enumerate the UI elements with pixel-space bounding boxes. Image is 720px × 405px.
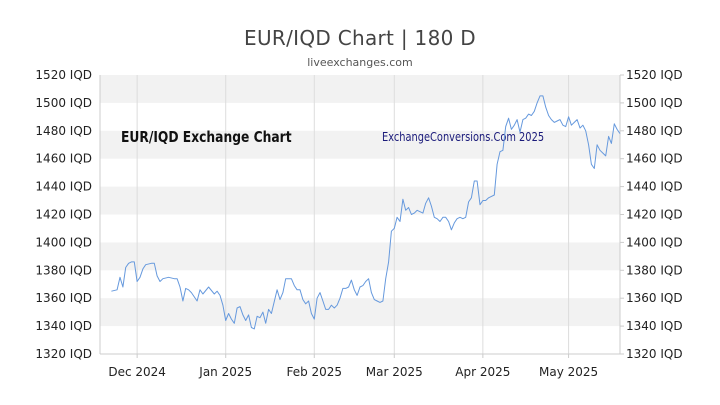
y-tick-label-right: 1520 IQD [626,68,683,82]
x-tick-label: Feb 2025 [286,365,342,379]
x-tick-label: Apr 2025 [455,365,510,379]
grid-band [100,186,620,215]
chart-subtitle: liveexchanges.com [307,56,413,69]
vertical-gridlines [136,75,570,354]
series-line-group [111,95,621,330]
x-tick-label: May 2025 [539,365,598,379]
grid-band [100,130,620,159]
y-tick-label-right: 1380 IQD [626,263,683,277]
y-tick-label-left: 1440 IQD [35,180,92,194]
y-tick-label-left: 1520 IQD [35,68,92,82]
grid-band [100,242,620,271]
x-axis-labels: Dec 2024 Jan 2025 Feb 2025 Mar 2025 Apr 2025… [108,354,598,379]
y-tick-label-left: 1480 IQD [35,124,92,138]
grid-bands [100,75,620,327]
y-tick-label-left: 1460 IQD [35,152,92,166]
inner-chart-title: EUR/IQD Exchange Chart [121,129,292,146]
y-tick-label-right: 1320 IQD [626,347,683,361]
x-tick-label: Mar 2025 [366,365,423,379]
y-tick-label-right: 1400 IQD [626,235,683,249]
y-tick-label-right: 1480 IQD [626,124,683,138]
y-tick-label-right: 1440 IQD [626,180,683,194]
chart-title: EUR/IQD Chart | 180 D [244,26,476,50]
y-tick-label-right: 1340 IQD [626,319,683,333]
y-tick-label-left: 1500 IQD [35,96,92,110]
y-tick-label-left: 1400 IQD [35,235,92,249]
y-tick-label-left: 1360 IQD [35,291,92,305]
y-tick-label-right: 1420 IQD [626,208,683,222]
y-tick-label-left: 1320 IQD [35,347,92,361]
x-tick-label: Jan 2025 [198,365,252,379]
y-axis-labels-left: 1320 IQD 1340 IQD 1360 IQD 1380 IQD 1400 IQD… [35,68,92,361]
y-tick-label-left: 1420 IQD [35,208,92,222]
y-tick-label-left: 1340 IQD [35,319,92,333]
grid-band [100,298,620,327]
series-line [111,95,621,330]
y-axis-labels-right: 1320 IQD 1340 IQD 1360 IQD 1380 IQD 1400 IQD… [620,68,683,361]
grid-band [100,75,620,103]
y-tick-label-right: 1360 IQD [626,291,683,305]
y-tick-label-left: 1380 IQD [35,263,92,277]
y-tick-label-right: 1500 IQD [626,96,683,110]
x-tick-label: Dec 2024 [108,365,166,379]
y-tick-label-right: 1460 IQD [626,152,683,166]
